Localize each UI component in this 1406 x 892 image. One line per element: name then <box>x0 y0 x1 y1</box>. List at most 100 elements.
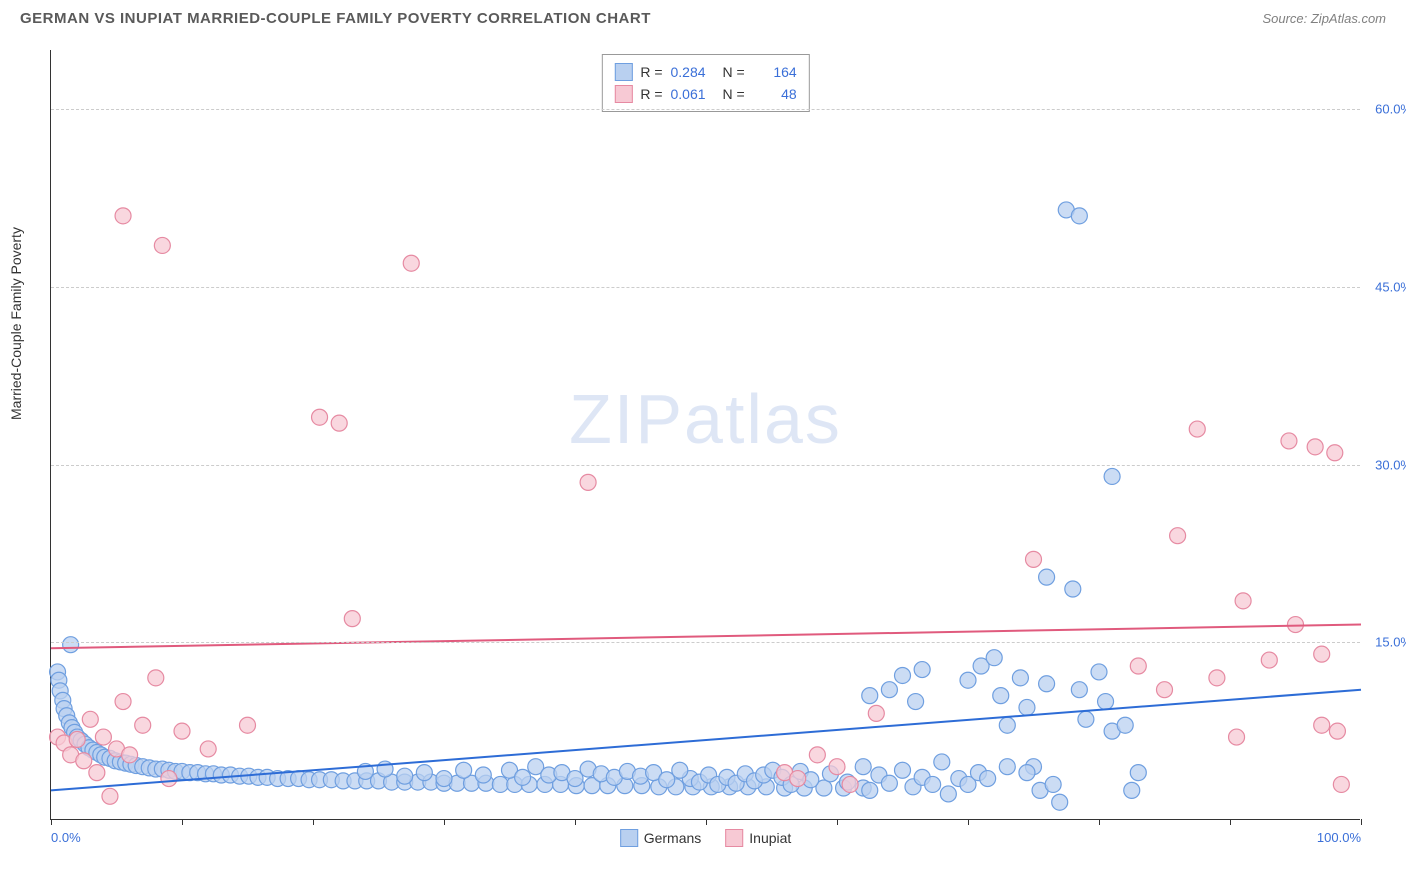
data-point <box>102 788 118 804</box>
data-point <box>1071 208 1087 224</box>
trend-line <box>51 625 1361 649</box>
data-point <box>436 771 452 787</box>
data-point <box>161 771 177 787</box>
data-point <box>895 667 911 683</box>
data-point <box>1012 670 1028 686</box>
stats-legend: R =0.284N =164R =0.061N =48 <box>601 54 809 112</box>
x-axis-label: 0.0% <box>51 830 81 845</box>
data-point <box>1333 776 1349 792</box>
stat-n-value: 164 <box>753 61 797 83</box>
data-point <box>1261 652 1277 668</box>
stat-n-value: 48 <box>753 83 797 105</box>
data-point <box>95 729 111 745</box>
y-axis-label: Married-Couple Family Poverty <box>8 227 24 420</box>
chart-title: GERMAN VS INUPIAT MARRIED-COUPLE FAMILY … <box>20 10 651 27</box>
x-tick <box>1361 819 1362 825</box>
x-tick <box>1230 819 1231 825</box>
data-point <box>82 711 98 727</box>
gridline <box>51 287 1360 288</box>
data-point <box>1098 694 1114 710</box>
x-tick <box>51 819 52 825</box>
data-point <box>76 753 92 769</box>
data-point <box>240 717 256 733</box>
y-tick-label: 60.0% <box>1375 102 1406 117</box>
data-point <box>1170 528 1186 544</box>
chart-plot-area: ZIPatlas R =0.284N =164R =0.061N =48 Ger… <box>50 50 1360 820</box>
data-point <box>122 747 138 763</box>
data-point <box>1026 551 1042 567</box>
x-tick <box>968 819 969 825</box>
data-point <box>809 747 825 763</box>
gridline <box>51 465 1360 466</box>
chart-source: Source: ZipAtlas.com <box>1262 11 1386 26</box>
y-tick-label: 45.0% <box>1375 279 1406 294</box>
data-point <box>895 762 911 778</box>
scatter-svg <box>51 50 1360 819</box>
data-point <box>914 662 930 678</box>
data-point <box>154 237 170 253</box>
data-point <box>69 731 85 747</box>
legend-swatch <box>725 829 743 847</box>
data-point <box>925 776 941 792</box>
data-point <box>1189 421 1205 437</box>
legend-swatch <box>620 829 638 847</box>
data-point <box>855 759 871 775</box>
data-point <box>115 694 131 710</box>
chart-header: GERMAN VS INUPIAT MARRIED-COUPLE FAMILY … <box>0 0 1406 33</box>
data-point <box>1281 433 1297 449</box>
data-point <box>515 769 531 785</box>
data-point <box>881 775 897 791</box>
data-point <box>672 762 688 778</box>
data-point <box>862 782 878 798</box>
data-point <box>1329 723 1345 739</box>
data-point <box>862 688 878 704</box>
series-legend-item: Germans <box>620 829 702 847</box>
legend-swatch <box>614 85 632 103</box>
stat-r-value: 0.061 <box>671 83 715 105</box>
data-point <box>1039 569 1055 585</box>
data-point <box>475 767 491 783</box>
data-point <box>1071 682 1087 698</box>
stat-r-value: 0.284 <box>671 61 715 83</box>
data-point <box>1019 765 1035 781</box>
gridline <box>51 642 1360 643</box>
x-tick <box>444 819 445 825</box>
data-point <box>1314 717 1330 733</box>
data-point <box>1052 794 1068 810</box>
data-point <box>1229 729 1245 745</box>
data-point <box>868 705 884 721</box>
legend-swatch <box>614 63 632 81</box>
series-legend-label: Inupiat <box>749 830 791 846</box>
data-point <box>1065 581 1081 597</box>
data-point <box>135 717 151 733</box>
data-point <box>115 208 131 224</box>
data-point <box>934 754 950 770</box>
data-point <box>1327 445 1343 461</box>
data-point <box>1288 617 1304 633</box>
data-point <box>1091 664 1107 680</box>
data-point <box>842 776 858 792</box>
data-point <box>148 670 164 686</box>
data-point <box>397 768 413 784</box>
data-point <box>999 759 1015 775</box>
y-tick-label: 30.0% <box>1375 457 1406 472</box>
stat-r-label: R = <box>640 83 662 105</box>
stat-n-label: N = <box>723 83 745 105</box>
y-tick-label: 15.0% <box>1375 635 1406 650</box>
data-point <box>1104 468 1120 484</box>
stat-n-label: N = <box>723 61 745 83</box>
data-point <box>1124 782 1140 798</box>
data-point <box>829 759 845 775</box>
data-point <box>416 765 432 781</box>
data-point <box>1019 699 1035 715</box>
data-point <box>456 762 472 778</box>
data-point <box>200 741 216 757</box>
data-point <box>1078 711 1094 727</box>
data-point <box>960 672 976 688</box>
data-point <box>63 637 79 653</box>
data-point <box>940 786 956 802</box>
data-point <box>1130 658 1146 674</box>
data-point <box>1045 776 1061 792</box>
data-point <box>492 776 508 792</box>
x-tick <box>706 819 707 825</box>
